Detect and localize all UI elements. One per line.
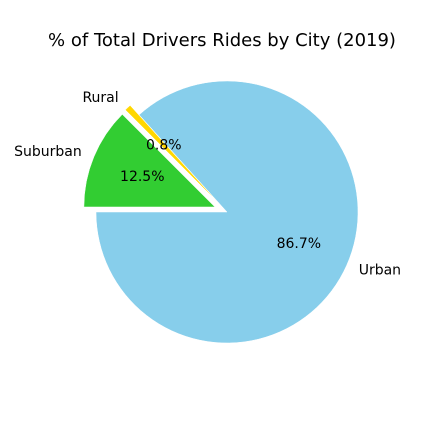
pct-label-rural: 0.8%: [146, 138, 182, 154]
slice-label-rural: Rural: [82, 90, 118, 106]
slice-label-suburban: Suburban: [14, 144, 82, 160]
pct-label-suburban: 12.5%: [120, 169, 164, 185]
pie-slice-urban: [95, 80, 359, 344]
pct-label-urban: 86.7%: [277, 236, 321, 252]
chart-title: % of Total Drivers Rides by City (2019): [48, 30, 396, 51]
pie-slice-suburban: [83, 114, 216, 208]
pie-slices: [83, 80, 359, 344]
slice-label-urban: Urban: [359, 262, 401, 278]
pie-slice-rural: [124, 104, 219, 203]
pie-labels: Urban 86.7% Rural 0.8% Suburban 12.5%: [14, 90, 401, 278]
